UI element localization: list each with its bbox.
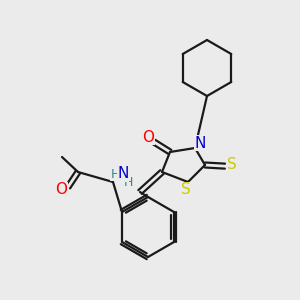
Text: N: N <box>117 167 129 182</box>
Text: S: S <box>181 182 191 197</box>
Text: N: N <box>194 136 206 151</box>
Text: H: H <box>110 167 120 181</box>
Text: O: O <box>142 130 154 145</box>
Text: H: H <box>123 176 133 188</box>
Text: S: S <box>227 157 237 172</box>
Text: O: O <box>55 182 67 197</box>
